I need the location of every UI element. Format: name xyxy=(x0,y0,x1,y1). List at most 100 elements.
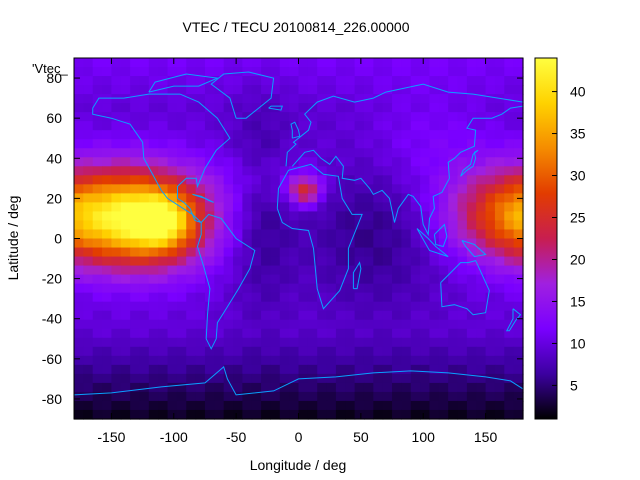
heatmap-cell xyxy=(513,283,524,294)
heatmap-cell xyxy=(186,148,197,158)
heatmap-cell xyxy=(83,337,94,348)
heatmap-cell xyxy=(233,175,243,185)
heatmap-cell xyxy=(139,130,150,140)
heatmap-cell xyxy=(270,193,281,204)
heatmap-cell xyxy=(139,391,150,402)
heatmap-cell xyxy=(130,364,141,375)
heatmap-cell xyxy=(214,202,225,213)
heatmap-cell xyxy=(392,211,402,222)
heatmap-cell xyxy=(438,103,449,113)
heatmap-cell xyxy=(148,238,159,249)
heatmap-cell xyxy=(186,400,197,411)
heatmap-cell xyxy=(363,265,374,276)
heatmap-cell xyxy=(420,94,431,104)
heatmap-cell xyxy=(466,274,477,285)
heatmap-cell xyxy=(120,121,131,131)
heatmap-cell xyxy=(130,103,141,113)
heatmap-cell xyxy=(102,409,113,420)
heatmap-cell xyxy=(242,247,253,258)
heatmap-cell xyxy=(504,238,515,249)
heatmap-cell xyxy=(382,274,393,285)
heatmap-cell xyxy=(373,193,384,204)
heatmap-cell xyxy=(167,247,178,258)
heatmap-cell xyxy=(363,112,374,122)
heatmap-cell xyxy=(139,157,150,167)
heatmap-cell xyxy=(289,76,300,86)
heatmap-cell xyxy=(466,346,477,357)
heatmap-cell xyxy=(476,400,487,411)
heatmap-cell xyxy=(420,58,431,68)
heatmap-cell xyxy=(270,373,281,384)
heatmap-cell xyxy=(494,364,505,375)
heatmap-cell xyxy=(242,301,253,312)
heatmap-cell xyxy=(317,382,328,393)
heatmap-cell xyxy=(111,85,122,95)
heatmap-cell xyxy=(251,283,262,294)
heatmap-cell xyxy=(195,193,206,204)
heatmap-cell xyxy=(485,247,496,258)
heatmap-cell xyxy=(392,184,402,194)
heatmap-cell xyxy=(251,130,262,140)
heatmap-cell xyxy=(485,256,496,267)
heatmap-cell xyxy=(279,382,290,393)
heatmap-cell xyxy=(382,319,393,330)
heatmap-cell xyxy=(186,382,197,393)
heatmap-cell xyxy=(148,292,159,303)
heatmap-cell xyxy=(504,373,515,384)
heatmap-cell xyxy=(148,193,159,204)
heatmap-cell xyxy=(420,400,431,411)
heatmap-cell xyxy=(513,319,524,330)
heatmap-cell xyxy=(429,166,440,176)
heatmap-cell xyxy=(494,310,505,321)
heatmap-cell xyxy=(83,274,94,285)
heatmap-cell xyxy=(242,130,253,140)
heatmap-cell xyxy=(83,328,94,339)
heatmap-cell xyxy=(513,355,524,366)
heatmap-cell xyxy=(102,238,113,249)
heatmap-cell xyxy=(270,283,281,294)
heatmap-cell xyxy=(120,184,131,194)
heatmap-cell xyxy=(158,319,169,330)
heatmap-cell xyxy=(204,130,215,140)
heatmap-cell xyxy=(354,175,365,185)
heatmap-cell xyxy=(167,400,178,411)
heatmap-cell xyxy=(242,265,253,276)
heatmap-cell xyxy=(214,220,225,231)
heatmap-cell xyxy=(279,328,290,339)
heatmap-cell xyxy=(373,85,384,95)
heatmap-cell xyxy=(167,382,178,393)
heatmap-cell xyxy=(83,211,94,222)
heatmap-cell xyxy=(251,103,262,113)
heatmap-cell xyxy=(420,175,431,185)
heatmap-cell xyxy=(204,391,215,402)
heatmap-cell xyxy=(130,292,141,303)
heatmap-cell xyxy=(448,337,459,348)
heatmap-cell xyxy=(392,229,402,240)
heatmap-cell xyxy=(401,193,412,204)
heatmap-cell xyxy=(120,148,131,158)
heatmap-cell xyxy=(504,220,515,231)
heatmap-cell xyxy=(448,211,459,222)
heatmap-cell xyxy=(345,139,356,149)
heatmap-cell xyxy=(354,76,365,86)
heatmap-cell xyxy=(317,310,328,321)
heatmap-cell xyxy=(448,202,459,213)
heatmap-cell xyxy=(195,148,206,158)
heatmap-cell xyxy=(74,58,84,68)
heatmap-cell xyxy=(167,220,178,231)
heatmap-cell xyxy=(504,409,515,420)
heatmap-cell xyxy=(429,265,440,276)
heatmap-cell xyxy=(298,400,309,411)
heatmap-cell xyxy=(429,103,440,113)
heatmap-cell xyxy=(120,157,131,167)
heatmap-cell xyxy=(195,238,206,249)
heatmap-cell xyxy=(139,202,150,213)
heatmap-cell xyxy=(139,85,150,95)
heatmap-cell xyxy=(102,391,113,402)
heatmap-cell xyxy=(373,382,384,393)
heatmap-cell xyxy=(261,256,272,267)
heatmap-cell xyxy=(120,85,131,95)
heatmap-cell xyxy=(429,400,440,411)
heatmap-cell xyxy=(251,301,262,312)
heatmap-cell xyxy=(186,229,197,240)
